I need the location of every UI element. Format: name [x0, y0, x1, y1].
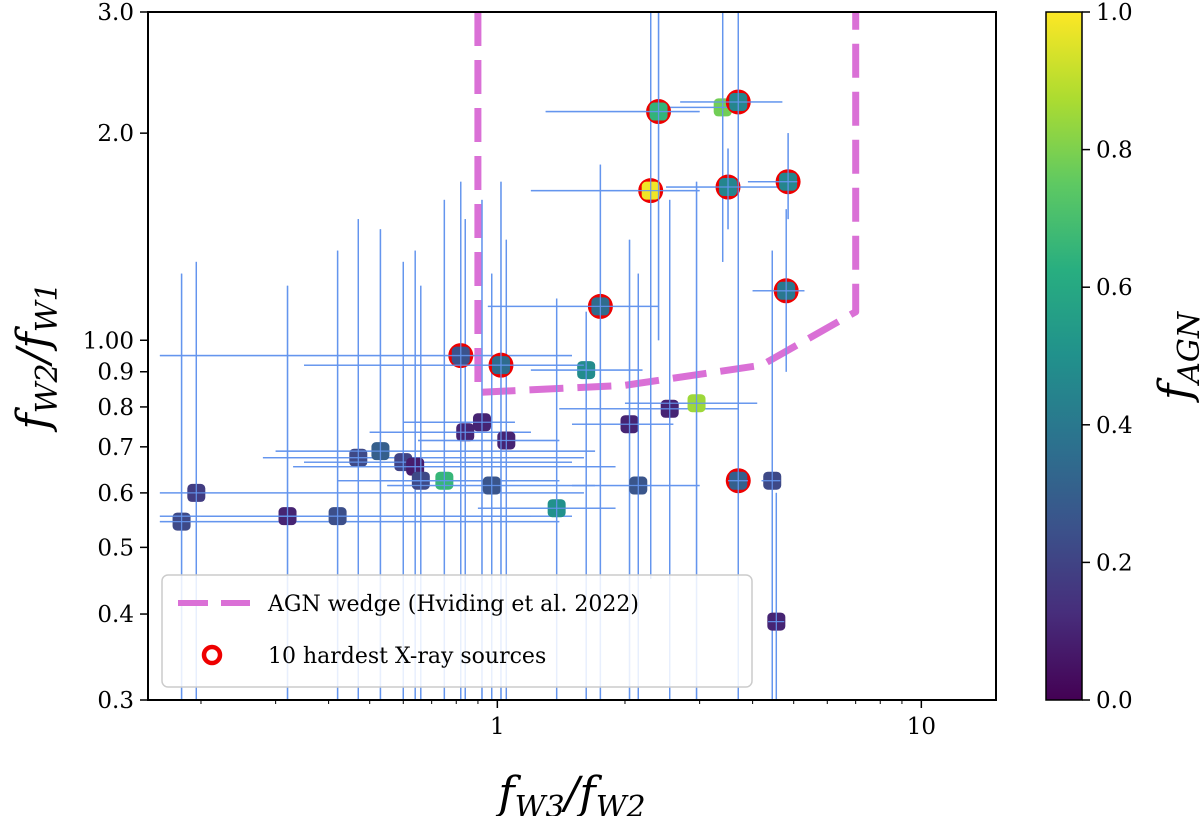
- x-tick-label: 10: [907, 714, 936, 740]
- colorbar-tick-label: 0.8: [1096, 138, 1133, 164]
- y-tick-label: 0.7: [97, 435, 134, 461]
- y-tick-label: 1.00: [83, 328, 134, 354]
- legend: AGN wedge (Hviding et al. 2022) 10 harde…: [161, 574, 753, 688]
- y-tick-label: 0.9: [97, 360, 134, 386]
- y-tick-label: 0.8: [97, 395, 134, 421]
- legend-xray-label: 10 hardest X-ray sources: [268, 644, 546, 669]
- y-tick-label: 0.5: [97, 535, 134, 561]
- agn-wedge-line: [474, 12, 860, 396]
- colorbar-tick-label: 0.4: [1096, 413, 1133, 439]
- agn-wedge-layer: [474, 12, 860, 396]
- colorbar-tick-label: 0.0: [1096, 688, 1133, 714]
- legend-wedge-label: AGN wedge (Hviding et al. 2022): [267, 592, 639, 617]
- colorbar: [1045, 11, 1083, 701]
- y-axis-title: fW2/fW1: [8, 282, 65, 432]
- x-axis-title: fW3/fW2: [495, 768, 645, 816]
- colorbar-tick-label: 0.2: [1096, 550, 1133, 576]
- colorbar-tick-label: 1.0: [1096, 0, 1133, 26]
- colorbar-tick-label: 0.6: [1096, 275, 1133, 301]
- colorbar-ticks: 0.0 0.2 0.4 0.6 0.8 1.0: [1082, 0, 1133, 714]
- x-tick-label: 1: [490, 714, 505, 740]
- y-tick-label: 0.4: [97, 602, 134, 628]
- plot-frame: [147, 11, 997, 701]
- y-axis-ticks: 0.3 0.4 0.5 0.6 0.7 0.8 0.9 1.00 2.0 3.0: [83, 0, 148, 714]
- y-tick-label: 3.0: [97, 0, 134, 26]
- y-tick-label: 0.6: [97, 481, 134, 507]
- colorbar-title: fAGN: [1150, 310, 1200, 403]
- legend-box: [161, 574, 753, 688]
- y-tick-label: 2.0: [97, 121, 134, 147]
- legend-xray-swatch: [201, 644, 223, 666]
- y-tick-label: 0.3: [97, 688, 134, 714]
- x-axis-ticks: 1 10: [200, 700, 936, 740]
